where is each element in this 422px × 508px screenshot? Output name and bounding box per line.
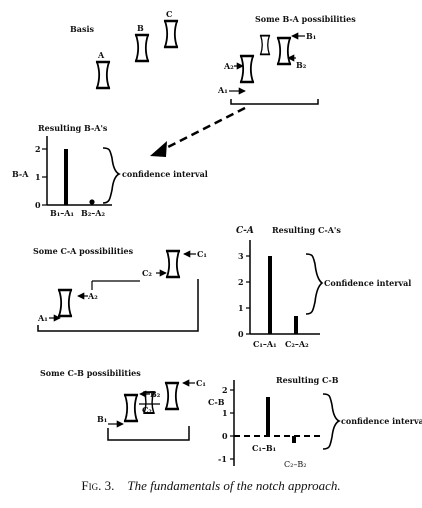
ca-label-a2: A₂ [87, 291, 98, 301]
ba-base-bracket [230, 99, 319, 105]
ba-bar-b2-a2 [89, 199, 95, 205]
ca-xlabel-1: C₁–A₁ [253, 339, 277, 349]
cb-ticklabel-2: 2 [222, 385, 228, 395]
basis-label-c: C [166, 9, 172, 19]
ba-label-b1: B₁ [306, 31, 316, 41]
ba-ticklabel-1: 1 [35, 172, 41, 182]
ca-ticklabel-3: 3 [238, 251, 244, 261]
ba-label-a2: A₂ [223, 61, 234, 71]
ca-possibilities-panel: Some C-A possibilities C₁ C₂ A₂ A₁ [33, 246, 207, 332]
ba-ylabel: B-A [12, 169, 29, 179]
basis-title: Basis [70, 24, 94, 34]
cb-base-bracket [107, 426, 190, 441]
ca-ticklabel-1: 1 [238, 303, 244, 313]
ba-results-title: Resulting B-A's [38, 123, 108, 133]
ca-bracket-label: Confidence interval [324, 278, 411, 288]
ba-label-a1: A₁ [217, 85, 228, 95]
ca-confidence-bracket [305, 253, 324, 315]
cb-notch-c1 [163, 381, 181, 411]
basis-notch-b [133, 33, 151, 63]
cb-results-panel: Resulting C-B C-B 2 1 0 -1 C₁–B₁ C₂–B₂ c… [208, 375, 422, 469]
ba-possibilities-panel: Some B-A possibilities B₁ B₂ A₂ A₁ [217, 14, 356, 105]
cb-label-c2: C₂ [142, 405, 152, 415]
basis-notch-a [94, 60, 112, 90]
cb-ticklabel-neg1: -1 [218, 454, 227, 464]
ba-bar-b1-a1 [64, 149, 68, 205]
ca-possibilities-title: Some C-A possibilities [33, 246, 134, 256]
cb-confidence-bracket [322, 393, 341, 450]
figure-caption: Fig. 3. The fundamentals of the notch ap… [0, 478, 422, 494]
dashed-arrow-line [161, 106, 246, 152]
basis-notch-c [162, 19, 180, 49]
ba-ticklabel-0: 0 [35, 200, 41, 210]
ba-xlabel-2: B₂–A₂ [81, 208, 105, 218]
ba-possibilities-title: Some B-A possibilities [255, 14, 356, 24]
cb-label-c1: C₁ [196, 378, 206, 388]
cb-xlabel-1: C₁–B₁ [252, 443, 276, 453]
ba-notch-b1 [275, 36, 293, 66]
ba-confidence-bracket [102, 147, 121, 204]
ca-label-c1: C₁ [197, 249, 207, 259]
cb-bar-c1-b1 [266, 397, 270, 436]
ba-notch-b2 [259, 34, 271, 56]
ba-ticklabel-2: 2 [35, 144, 41, 154]
caption-title: The fundamentals of the notch approach. [127, 478, 341, 493]
cb-possibilities-title: Some C-B possibilities [40, 368, 141, 378]
ca-notch-c1 [164, 249, 182, 279]
cb-ylabel: C-B [208, 397, 225, 407]
ca-base-bracket [37, 279, 199, 332]
ca-xlabel-2: C₂–A₂ [285, 339, 309, 349]
cb-xlabel-2: C₂–B₂ [284, 460, 306, 469]
ca-bar-c1-a1 [268, 256, 272, 334]
cb-label-b1: B₁ [97, 414, 107, 424]
ca-label-c2: C₂ [142, 268, 152, 278]
ca-label-a1: A₁ [37, 313, 48, 323]
cb-ticklabel-0: 0 [222, 431, 228, 441]
basis-panel: Basis A B C [70, 9, 180, 90]
ca-results-title: Resulting C-A's [272, 225, 341, 235]
ba-label-b2: B₂ [296, 60, 307, 70]
cb-results-title: Resulting C-B [276, 375, 339, 385]
caption-fig-number: Fig. 3. [81, 478, 115, 493]
ca-results-panel: C-A Resulting C-A's 3 2 1 0 C₁–A₁ C₂–A₂ … [236, 225, 411, 349]
cb-ticklabel-1: 1 [222, 408, 228, 418]
cb-bar-c2-b2 [292, 436, 296, 443]
ba-xlabel-1: B₁–A₁ [50, 208, 74, 218]
ca-ylabel: C-A [236, 226, 254, 236]
ca-ticklabel-2: 2 [238, 277, 244, 287]
cb-possibilities-panel: Some C-B possibilities C₁ B₂ C₂ B₁ [40, 368, 206, 441]
dashed-arrow-head [150, 141, 167, 157]
ca-ticklabel-0: 0 [238, 329, 244, 339]
cb-label-b2: B₂ [150, 389, 161, 399]
basis-label-b: B [137, 23, 144, 33]
ba-results-panel: Resulting B-A's B-A 2 1 0 B₁–A₁ B₂–A₂ co… [12, 123, 208, 218]
basis-label-a: A [97, 50, 105, 60]
ca-bar-c2-a2 [294, 316, 298, 334]
cb-bracket-label: confidence interval [341, 416, 422, 426]
ba-bracket-label: confidence interval [122, 169, 208, 179]
cb-notch-b1 [122, 393, 140, 423]
